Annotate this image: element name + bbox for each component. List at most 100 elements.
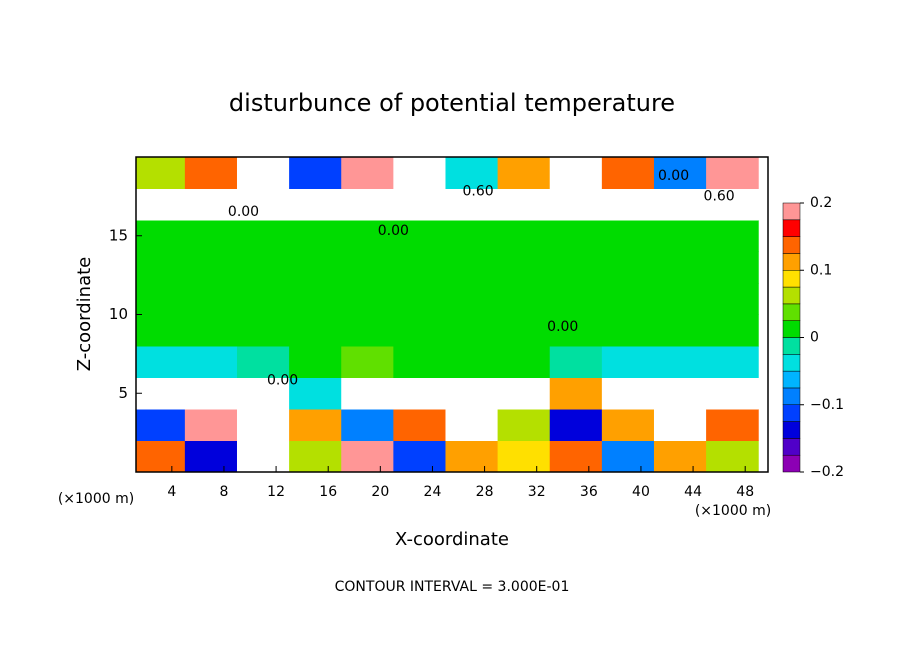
cell bbox=[549, 220, 603, 252]
colorbar-swatch bbox=[782, 320, 801, 338]
colorbar-tick-label: −0.2 bbox=[810, 464, 844, 480]
x-tick-label: 44 bbox=[684, 484, 702, 500]
cell bbox=[653, 440, 707, 472]
cell bbox=[236, 251, 290, 284]
cell bbox=[289, 440, 342, 472]
cell bbox=[341, 157, 394, 189]
colorbar-swatch bbox=[782, 438, 801, 456]
cell bbox=[136, 377, 186, 410]
cell bbox=[445, 220, 499, 252]
cell bbox=[341, 188, 394, 221]
cell bbox=[289, 220, 342, 252]
cell bbox=[497, 251, 551, 284]
cell bbox=[497, 346, 551, 378]
cell bbox=[393, 220, 446, 252]
cell bbox=[236, 157, 290, 189]
cell bbox=[184, 346, 238, 378]
x-tick-label: 32 bbox=[528, 484, 546, 500]
cell bbox=[549, 440, 603, 472]
contour-label: 0.00 bbox=[547, 319, 578, 335]
colorbar-swatch bbox=[782, 370, 801, 389]
cell bbox=[236, 283, 290, 315]
cell bbox=[445, 409, 499, 441]
cell bbox=[706, 377, 759, 410]
chart-title: disturbunce of potential temperature bbox=[229, 89, 675, 117]
cell bbox=[184, 283, 238, 315]
cell bbox=[341, 440, 394, 472]
cell bbox=[601, 440, 655, 472]
cell bbox=[184, 377, 238, 410]
cell bbox=[549, 251, 603, 284]
cell bbox=[549, 377, 603, 410]
contour-label: 0.00 bbox=[658, 168, 689, 184]
cell bbox=[653, 377, 707, 410]
y-tick-label: 10 bbox=[109, 305, 128, 323]
cell bbox=[236, 314, 290, 347]
cell bbox=[341, 251, 394, 284]
cell bbox=[445, 157, 499, 189]
x-tick-label: 24 bbox=[424, 484, 442, 500]
colorbar-swatch bbox=[782, 202, 801, 221]
cell bbox=[445, 314, 499, 347]
cell bbox=[236, 409, 290, 441]
cell bbox=[136, 157, 186, 189]
cell bbox=[445, 346, 499, 378]
cell bbox=[497, 409, 551, 441]
contour-label: 0.60 bbox=[704, 188, 735, 204]
colorbar-swatch bbox=[782, 337, 801, 355]
cell bbox=[289, 377, 342, 410]
cell bbox=[136, 409, 186, 441]
cell bbox=[289, 409, 342, 441]
cell bbox=[601, 314, 655, 347]
cell bbox=[136, 188, 186, 221]
cell bbox=[236, 377, 290, 410]
cell bbox=[136, 346, 186, 378]
colorbar-swatch bbox=[782, 404, 801, 422]
y-tick-label: 15 bbox=[109, 226, 128, 244]
cell bbox=[497, 283, 551, 315]
cell bbox=[136, 440, 186, 472]
colorbar-swatch bbox=[782, 236, 801, 254]
colorbar-swatch bbox=[782, 253, 801, 271]
cell bbox=[136, 283, 186, 315]
colorbar-swatch bbox=[782, 270, 801, 288]
cell bbox=[445, 440, 499, 472]
cell bbox=[393, 346, 446, 378]
cell bbox=[184, 188, 238, 221]
cell bbox=[497, 377, 551, 410]
colorbar-swatch bbox=[782, 286, 801, 305]
cell bbox=[601, 157, 655, 189]
cell bbox=[497, 188, 551, 221]
x-tick-label: 48 bbox=[736, 484, 754, 500]
contour-label: 0.60 bbox=[462, 184, 493, 200]
y-tick-label: 5 bbox=[118, 384, 128, 402]
cell bbox=[184, 409, 238, 441]
cell bbox=[184, 157, 238, 189]
cell bbox=[497, 220, 551, 252]
cell bbox=[136, 251, 186, 284]
cell bbox=[653, 346, 707, 378]
cell bbox=[236, 440, 290, 472]
cell bbox=[236, 220, 290, 252]
x-tick-label: 8 bbox=[219, 484, 228, 500]
y-axis-label: Z-coordinate bbox=[74, 257, 95, 372]
contour-label: 0.00 bbox=[378, 223, 409, 239]
cell bbox=[236, 188, 290, 221]
cell bbox=[601, 251, 655, 284]
cell bbox=[341, 409, 394, 441]
cell bbox=[341, 220, 394, 252]
cell bbox=[653, 220, 707, 252]
x-axis-label: X-coordinate bbox=[395, 529, 509, 550]
cell bbox=[549, 409, 603, 441]
cell bbox=[289, 314, 342, 347]
cell bbox=[706, 220, 759, 252]
cell bbox=[393, 409, 446, 441]
cell bbox=[393, 157, 446, 189]
cell bbox=[653, 314, 707, 347]
cell bbox=[653, 188, 707, 221]
cell bbox=[706, 188, 759, 221]
cell bbox=[601, 377, 655, 410]
cell bbox=[445, 283, 499, 315]
cell bbox=[445, 188, 499, 221]
